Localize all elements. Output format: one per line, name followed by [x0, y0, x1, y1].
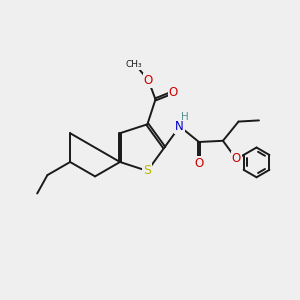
Text: H: H [181, 112, 189, 122]
Text: S: S [143, 164, 152, 177]
Text: O: O [194, 157, 204, 170]
Text: O: O [232, 152, 241, 165]
Text: O: O [144, 74, 153, 87]
Text: N: N [176, 120, 184, 133]
Text: O: O [169, 86, 178, 99]
Text: CH₃: CH₃ [126, 60, 142, 69]
